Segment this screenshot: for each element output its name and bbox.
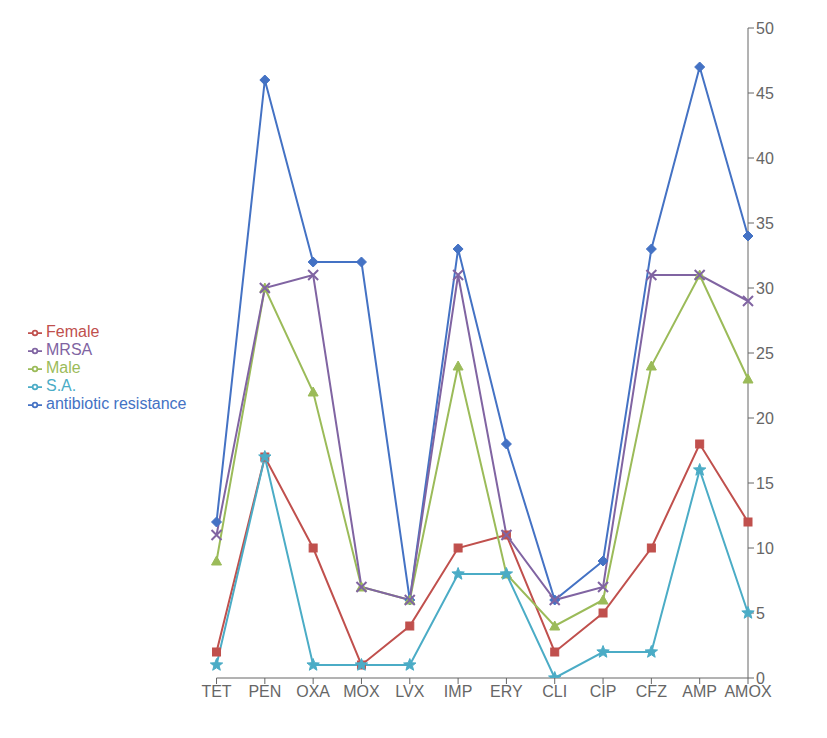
svg-text:25: 25: [756, 345, 774, 362]
svg-text:CIP: CIP: [590, 683, 617, 700]
svg-text:IMP: IMP: [444, 683, 472, 700]
svg-text:CFZ: CFZ: [636, 683, 667, 700]
svg-text:40: 40: [756, 150, 774, 167]
svg-text:AMOX: AMOX: [724, 683, 772, 701]
html-text:Male: Male: [46, 359, 81, 376]
svg-text:PEN: PEN: [248, 683, 281, 700]
svg-text:45: 45: [756, 85, 774, 102]
svg-text:OXA: OXA: [296, 683, 330, 700]
html-text:MRSA: MRSA: [46, 341, 93, 358]
svg-text:TET: TET: [201, 683, 231, 700]
svg-text:15: 15: [756, 475, 774, 492]
svg-text:50: 50: [756, 20, 774, 37]
svg-text:10: 10: [756, 540, 774, 557]
svg-text:30: 30: [756, 280, 774, 297]
svg-text:20: 20: [756, 410, 774, 427]
html-text:S.A.: S.A.: [46, 377, 77, 394]
svg-text:CLI: CLI: [542, 683, 567, 700]
html-text:Female: Female: [46, 323, 100, 340]
html-text:antibiotic resistance: antibiotic resistance: [46, 395, 187, 412]
svg-text:MOX: MOX: [343, 683, 380, 700]
svg-text:ERY: ERY: [490, 683, 523, 700]
svg-text:5: 5: [756, 605, 765, 622]
svg-text:AMP: AMP: [682, 683, 717, 700]
svg-text:LVX: LVX: [395, 683, 424, 700]
svg-text:0: 0: [756, 670, 765, 687]
svg-text:35: 35: [756, 215, 774, 232]
